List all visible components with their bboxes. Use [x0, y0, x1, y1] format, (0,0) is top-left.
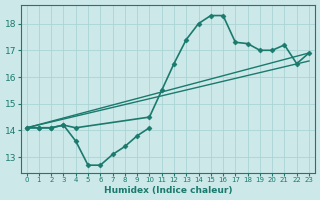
X-axis label: Humidex (Indice chaleur): Humidex (Indice chaleur): [104, 186, 232, 195]
